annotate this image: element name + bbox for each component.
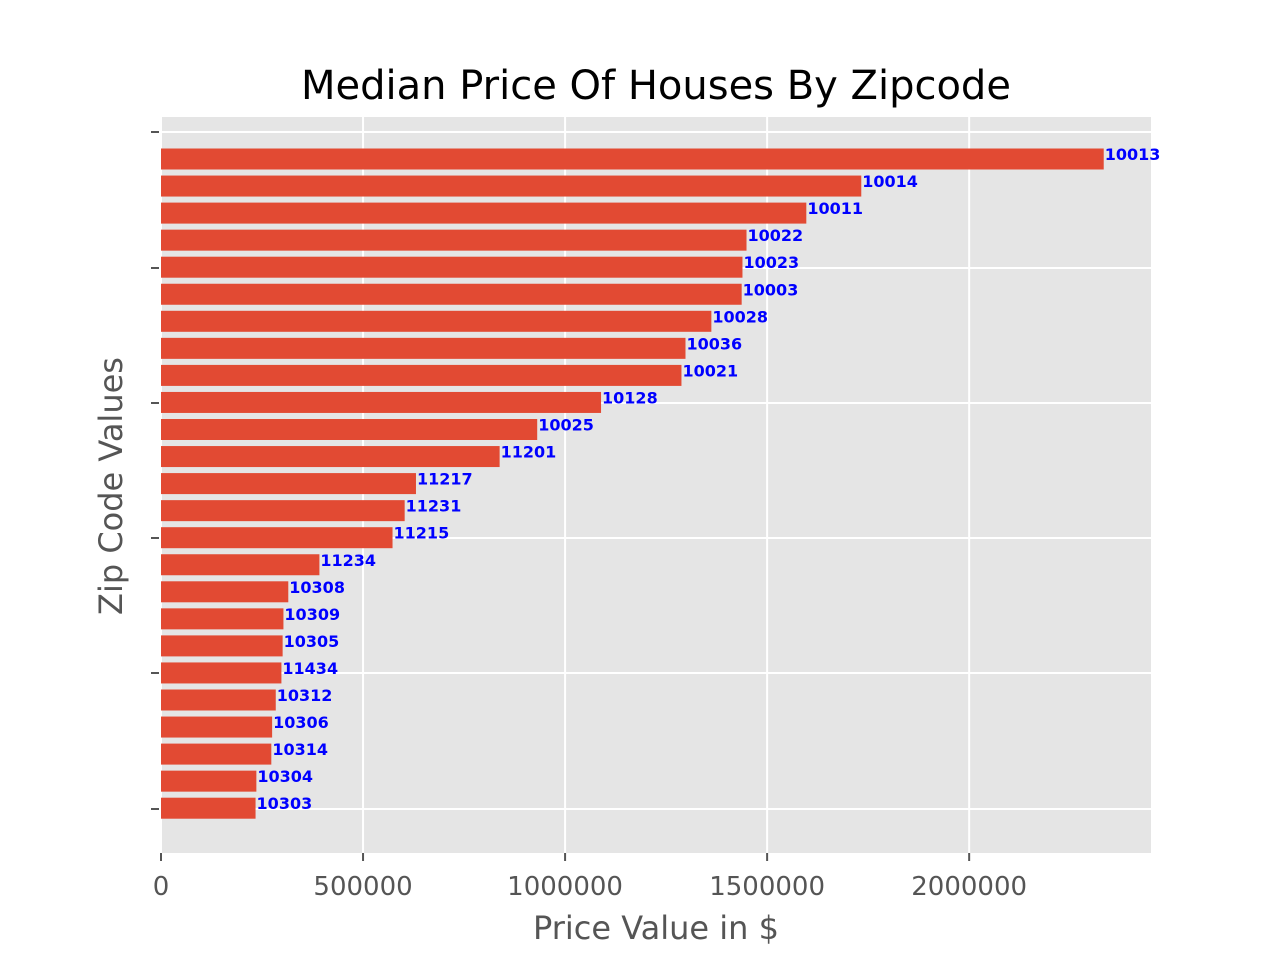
bar <box>161 608 284 630</box>
bar-label: 10036 <box>686 334 742 353</box>
bar-label: 10011 <box>807 199 863 218</box>
bar-label: 10013 <box>1105 145 1161 164</box>
bar-label: 10023 <box>743 253 799 272</box>
bar-label: 10305 <box>284 632 340 651</box>
bar <box>161 770 257 792</box>
bar-label: 10021 <box>682 361 738 380</box>
bar <box>161 175 862 197</box>
bar-label: 10128 <box>602 388 658 407</box>
bar <box>161 500 405 522</box>
bar-label: 10314 <box>272 740 328 759</box>
bar <box>161 527 393 549</box>
x-tick-label: 2000000 <box>911 872 1027 902</box>
bar-series <box>161 148 1104 819</box>
bar-label: 10025 <box>538 416 594 435</box>
x-tick-label: 1000000 <box>507 872 623 902</box>
bar <box>161 229 747 251</box>
bar-label: 11231 <box>406 497 462 516</box>
bar <box>161 554 320 576</box>
bar <box>161 662 282 684</box>
bar <box>161 743 272 765</box>
bar <box>161 419 538 440</box>
bar-label: 11217 <box>417 470 473 489</box>
bar <box>161 635 283 657</box>
bar <box>161 689 276 711</box>
bar-label: 10303 <box>257 794 313 813</box>
bar <box>161 364 682 386</box>
bar <box>161 283 742 305</box>
y-axis-title: Zip Code Values <box>92 357 130 615</box>
bar-label: 10312 <box>277 686 333 705</box>
bar-label: 11434 <box>282 659 338 678</box>
bar <box>161 202 807 224</box>
bar <box>161 473 416 495</box>
x-axis-ticks: 0 500000 1000000 1500000 2000000 <box>153 853 1027 902</box>
bar-label: 10014 <box>862 172 918 191</box>
bar <box>161 446 500 468</box>
bar <box>161 581 289 603</box>
x-tick-label: 1500000 <box>709 872 825 902</box>
bar <box>161 337 686 359</box>
x-tick-label: 500000 <box>313 872 412 902</box>
bar <box>161 148 1104 170</box>
bar-label: 10022 <box>748 226 804 245</box>
bar-label: 10308 <box>289 578 345 597</box>
y-axis-ticks <box>151 131 159 810</box>
bar <box>161 256 743 278</box>
bar <box>161 391 602 413</box>
bar <box>161 716 273 738</box>
bar-label: 10003 <box>743 280 799 299</box>
bar-label: 10306 <box>273 713 329 732</box>
x-axis-title: Price Value in $ <box>533 909 779 947</box>
x-tick-label: 0 <box>153 872 170 902</box>
bar-label: 11201 <box>501 443 557 462</box>
bar-label: 11234 <box>320 551 376 570</box>
chart-title: Median Price Of Houses By Zipcode <box>301 63 1011 109</box>
bar <box>161 310 712 332</box>
bar-label: 11215 <box>394 524 450 543</box>
bar-label: 10304 <box>257 767 313 786</box>
bar <box>161 797 256 819</box>
bar-label: 10309 <box>284 605 340 624</box>
bar-label: 10028 <box>712 307 768 326</box>
